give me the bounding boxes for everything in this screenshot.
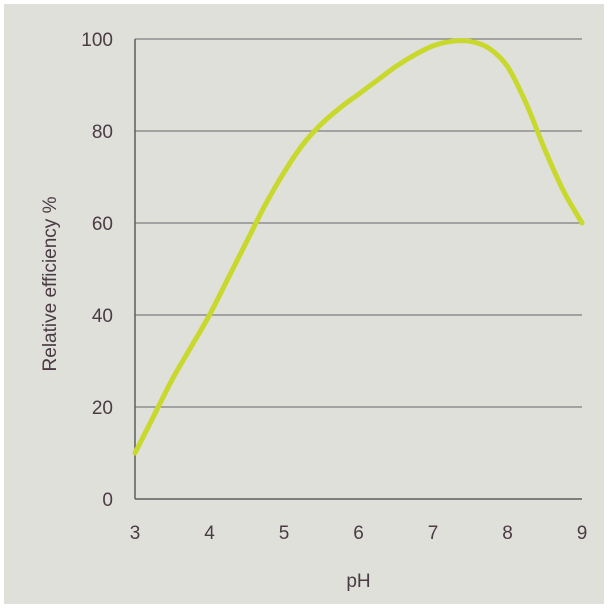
x-tick-label-5: 5 — [279, 523, 290, 544]
y-tick-labels: 0 20 40 60 80 100 — [81, 30, 113, 511]
x-axis-label: pH — [346, 571, 370, 592]
y-tick-label-40: 40 — [92, 306, 113, 327]
x-tick-label-8: 8 — [502, 523, 513, 544]
line-chart: 0 20 40 60 80 100 3 4 5 6 7 8 9 pH Relative efficie… — [40, 30, 588, 592]
y-tick-label-0: 0 — [102, 490, 113, 511]
x-tick-label-7: 7 — [428, 523, 439, 544]
chart-panel: 0 20 40 60 80 100 3 4 5 6 7 8 9 pH Relative efficie… — [4, 4, 604, 604]
series-line-0 — [132, 38, 585, 456]
series — [132, 38, 585, 456]
x-tick-label-9: 9 — [577, 523, 588, 544]
y-axis-label: Relative efficiency % — [40, 196, 61, 371]
y-tick-label-60: 60 — [92, 214, 113, 235]
x-tick-labels: 3 4 5 6 7 8 9 — [130, 523, 588, 544]
x-tick-label-4: 4 — [204, 523, 215, 544]
x-tick-label-3: 3 — [130, 523, 141, 544]
x-tick-label-6: 6 — [353, 523, 364, 544]
y-tick-label-80: 80 — [92, 122, 113, 143]
y-tick-label-100: 100 — [81, 30, 113, 51]
axes — [134, 39, 582, 500]
y-tick-label-20: 20 — [92, 398, 113, 419]
